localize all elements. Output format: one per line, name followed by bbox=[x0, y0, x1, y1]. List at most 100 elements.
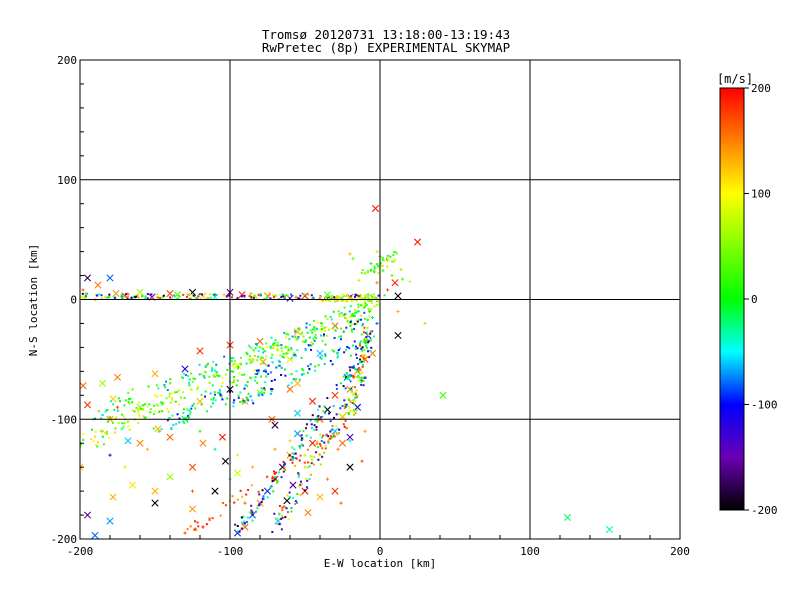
scatter-point-dot bbox=[388, 255, 391, 258]
scatter-point-dot bbox=[369, 309, 372, 312]
scatter-point-dot bbox=[331, 363, 334, 366]
scatter-point-dot bbox=[249, 361, 252, 364]
scatter-point-x bbox=[196, 347, 204, 355]
scatter-point-dot bbox=[213, 391, 216, 394]
scatter-point-x bbox=[69, 406, 75, 412]
scatter-point-dot bbox=[284, 368, 287, 371]
scatter-point-dot bbox=[366, 318, 369, 321]
scatter-point-dot bbox=[269, 486, 272, 489]
scatter-point-dot bbox=[349, 369, 352, 372]
scatter-point-dot bbox=[377, 263, 380, 266]
scatter-point-dot bbox=[239, 356, 242, 359]
scatter-point-dot bbox=[176, 413, 179, 416]
scatter-point-dot bbox=[333, 328, 336, 331]
scatter-point-dot bbox=[210, 370, 213, 373]
scatter-point-dot bbox=[205, 364, 208, 367]
scatter-point-plus bbox=[339, 501, 343, 505]
scatter-point-dot bbox=[155, 384, 158, 387]
scatter-point-dot bbox=[173, 294, 176, 297]
scatter-point-dot bbox=[301, 331, 304, 334]
scatter-point-dot bbox=[168, 392, 171, 395]
scatter-point-dot bbox=[341, 314, 344, 317]
scatter-point-dot bbox=[319, 416, 322, 419]
scatter-point-dot bbox=[272, 479, 275, 482]
scatter-point-dot bbox=[329, 430, 332, 433]
scatter-point-dot bbox=[305, 423, 308, 426]
scatter-point-dot bbox=[359, 297, 362, 300]
scatter-point-dot bbox=[250, 509, 253, 512]
scatter-point-dot bbox=[230, 360, 233, 363]
scatter-point-dot bbox=[322, 410, 325, 413]
scatter-point-dot bbox=[355, 409, 358, 412]
scatter-point-dot bbox=[211, 384, 214, 387]
scatter-point-dot bbox=[280, 347, 283, 350]
scatter-point-dot bbox=[307, 293, 310, 296]
scatter-point-dot bbox=[333, 296, 336, 299]
scatter-point-dot bbox=[142, 407, 145, 410]
scatter-point-dot bbox=[364, 337, 367, 340]
scatter-point-x bbox=[154, 425, 162, 433]
scatter-point-dot bbox=[284, 346, 287, 349]
scatter-point-dot bbox=[350, 374, 353, 377]
scatter-point-dot bbox=[149, 411, 152, 414]
scatter-point-dot bbox=[274, 339, 277, 342]
scatter-point-dot bbox=[168, 417, 171, 420]
scatter-point-dot bbox=[220, 395, 223, 398]
scatter-point-dot bbox=[271, 344, 274, 347]
scatter-point-dot bbox=[297, 327, 300, 330]
scatter-point-x bbox=[346, 385, 354, 393]
scatter-point-dot bbox=[236, 364, 239, 367]
scatter-point-dot bbox=[240, 527, 243, 530]
scatter-point-dot bbox=[82, 438, 85, 441]
scatter-point-x bbox=[166, 289, 174, 298]
scatter-point-dot bbox=[146, 293, 149, 296]
scatter-point-dot bbox=[186, 408, 189, 411]
scatter-point-dot bbox=[347, 376, 350, 379]
scatter-point-dot bbox=[349, 380, 352, 383]
scatter-point-dot bbox=[329, 297, 332, 300]
scatter-point-dot bbox=[212, 360, 215, 363]
scatter-point-dot bbox=[254, 372, 257, 375]
scatter-point-dot bbox=[373, 297, 376, 300]
scatter-point-dot bbox=[167, 410, 170, 413]
scatter-point-dot bbox=[308, 323, 311, 326]
scatter-point-dot bbox=[332, 416, 335, 419]
scatter-point-dot bbox=[126, 297, 129, 300]
scatter-point-dot bbox=[175, 391, 178, 394]
scatter-point-dot bbox=[308, 478, 311, 481]
scatter-point-dot bbox=[294, 464, 297, 467]
scatter-point-dot bbox=[233, 501, 236, 504]
scatter-point-dot bbox=[246, 380, 249, 383]
scatter-point-dot bbox=[84, 295, 87, 298]
scatter-point-dot bbox=[349, 305, 352, 308]
x-tick-label: 0 bbox=[377, 545, 384, 558]
scatter-point-dot bbox=[359, 304, 362, 307]
scatter-point-dot bbox=[305, 434, 308, 437]
scatter-point-dot bbox=[197, 294, 200, 297]
scatter-point-dot bbox=[392, 254, 395, 257]
scatter-point-dot bbox=[262, 362, 265, 365]
scatter-point-dot bbox=[330, 318, 333, 321]
scatter-point-dot bbox=[166, 419, 169, 422]
scatter-point-dot bbox=[342, 375, 345, 378]
scatter-point-dot bbox=[128, 402, 131, 405]
scatter-point-plus bbox=[201, 525, 205, 529]
scatter-point-dot bbox=[395, 252, 398, 255]
scatter-point-dot bbox=[285, 332, 288, 335]
scatter-point-dot bbox=[305, 322, 308, 325]
scatter-point-dot bbox=[357, 306, 360, 309]
scatter-point-x bbox=[128, 481, 137, 489]
scatter-point-dot bbox=[272, 294, 275, 297]
scatter-point-dot bbox=[353, 408, 356, 411]
scatter-point-dot bbox=[339, 347, 342, 350]
scatter-point-dot bbox=[366, 326, 369, 329]
scatter-point-dot bbox=[307, 466, 310, 469]
scatter-point-dot bbox=[253, 369, 256, 372]
scatter-point-dot bbox=[101, 413, 104, 416]
scatter-point-x bbox=[199, 292, 207, 300]
scatter-point-dot bbox=[264, 350, 267, 353]
scatter-point-dot bbox=[171, 414, 174, 417]
scatter-point-dot bbox=[345, 299, 348, 302]
scatter-point-dot bbox=[183, 396, 186, 399]
scatter-point-dot bbox=[327, 299, 330, 302]
